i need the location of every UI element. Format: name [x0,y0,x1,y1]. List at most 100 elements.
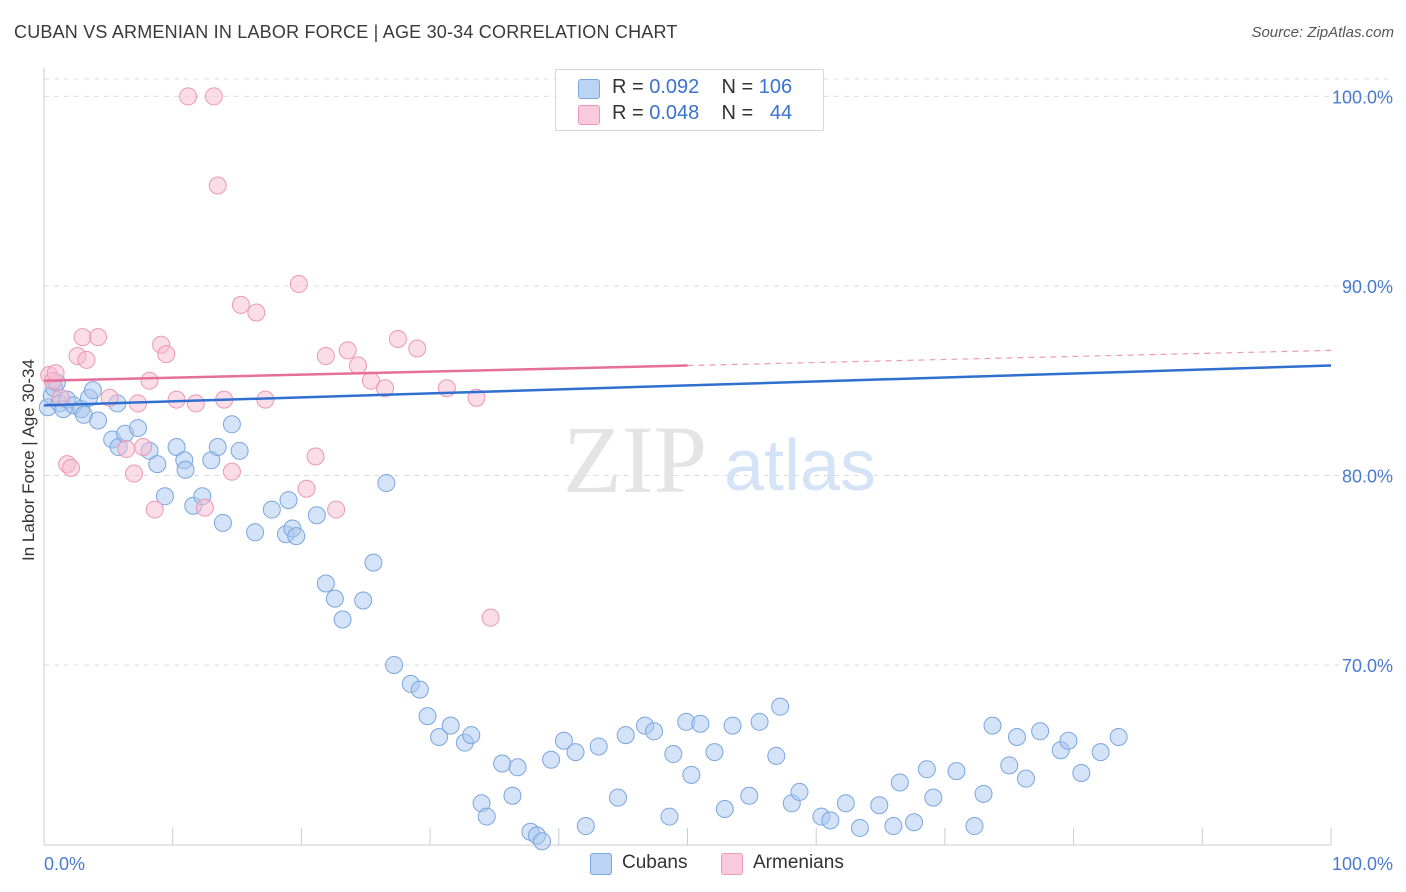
armenians-point-40 [408,339,427,358]
cubans-point-27 [208,438,227,457]
cubans-point-95 [974,784,993,803]
armenians-point-24 [208,176,227,195]
cubans-point-46 [410,680,429,699]
cubans-point-34 [279,491,298,510]
armenians-point-8 [77,350,96,369]
armenians-point-31 [297,479,316,498]
armenians-point-35 [338,341,357,360]
legend-cubans-r-value: 0.092 [649,76,700,98]
armenians-point-15 [140,371,159,390]
armenians-point-19 [167,390,186,409]
gridlines [44,78,1392,666]
armenians-point-38 [376,379,395,398]
cubans-point-92 [924,788,943,807]
cubans-point-85 [836,794,855,813]
armenians-point-3 [51,388,70,407]
cubans-point-12 [89,411,108,430]
cubans-point-17 [128,419,147,438]
axes [43,68,1332,846]
armenians-point-27 [231,295,250,314]
cubans-point-91 [917,760,936,779]
cubans-swatch [578,79,600,99]
y-tick-label-2: 90.0% [1342,277,1393,297]
cubans-point-79 [767,746,786,765]
armenians-point-42 [467,388,486,407]
cubans-point-29 [222,415,241,434]
armenians-point-5 [62,458,81,477]
armenians-point-18 [157,345,176,364]
cubans-point-84 [821,811,840,830]
cubans-point-37 [307,506,326,525]
armenians-trend-extension [687,349,1332,367]
cubans-point-43 [377,474,396,493]
cubans-point-20 [155,487,174,506]
cubans-point-40 [333,610,352,629]
chart-title: CUBAN VS ARMENIAN IN LABOR FORCE | AGE 3… [14,22,678,42]
armenians-point-36 [349,356,368,375]
armenians-point-9 [89,328,108,347]
armenians-point-32 [306,447,325,466]
cubans-point-103 [1072,763,1091,782]
y-tick-label-1: 80.0% [1342,466,1393,486]
cubans-point-69 [660,807,679,826]
cubans-point-86 [850,818,869,837]
cubans-point-93 [947,762,966,781]
cubans-point-61 [554,731,573,750]
legend-cubans-n-value: 106 [758,76,793,98]
legend-armenians-r-value: 0.048 [649,102,700,124]
armenians-point-23 [204,87,223,106]
cubans-point-78 [750,712,769,731]
trend-lines [43,349,1332,407]
cubans-point-48 [430,727,449,746]
armenians-point-22 [195,498,214,517]
cubans-point-21 [167,438,186,457]
bottom-legend-cubans-label: Cubans [622,852,688,873]
cubans-point-74 [705,743,724,762]
armenians-point-11 [117,439,136,458]
cubans-point-42 [364,553,383,572]
cubans-point-63 [576,817,595,836]
cubans-point-53 [477,807,496,826]
cubans-point-39 [325,589,344,608]
legend-cubans-text: R = 0.092 N = 106 [612,76,792,99]
x-tick-label-0: 0.0% [44,854,85,874]
cubans-point-38 [316,574,335,593]
legend-armenians-n-value: 44 [769,102,793,124]
watermark-atlas: atlas [724,426,876,506]
armenians-point-30 [289,275,308,294]
cubans-point-49 [441,716,460,735]
cubans-point-54 [493,754,512,773]
cubans-point-97 [1000,756,1019,775]
cubans-point-80 [771,697,790,716]
cubans-point-55 [503,786,522,805]
armenians-point-21 [186,394,205,413]
cubans-point-28 [213,513,232,532]
cubans-point-68 [645,722,664,741]
cubans-point-30 [230,441,249,460]
cubans-point-99 [1016,769,1035,788]
legend-cubans-n-label: N = [721,76,754,98]
cubans-point-62 [566,743,585,762]
cubans-point-31 [246,523,265,542]
bottom-legend-armenians-label: Armenians [753,852,844,873]
armenians-point-7 [73,328,92,347]
watermark-zip: ZIP [563,406,707,513]
series-armenians-points [40,87,500,627]
cubans-point-70 [664,745,683,764]
cubans-point-87 [870,796,889,815]
armenians-point-20 [179,87,198,106]
tick-labels: 70.0% 80.0% 90.0% 100.0% 0.0% 100.0% [44,87,1393,874]
armenians-point-33 [316,347,335,366]
cubans-point-73 [691,714,710,733]
cubans-point-59 [533,832,552,851]
cubans-point-100 [1031,722,1050,741]
legend-armenians-text: R = 0.048 N = 44 [612,102,792,125]
cubans-point-60 [542,750,561,769]
cubans-trend-line [43,364,1332,407]
cubans-point-75 [715,799,734,818]
cubans-point-41 [354,591,373,610]
cubans-point-51 [462,726,481,745]
cubans-point-47 [418,707,437,726]
armenians-point-39 [388,330,407,349]
